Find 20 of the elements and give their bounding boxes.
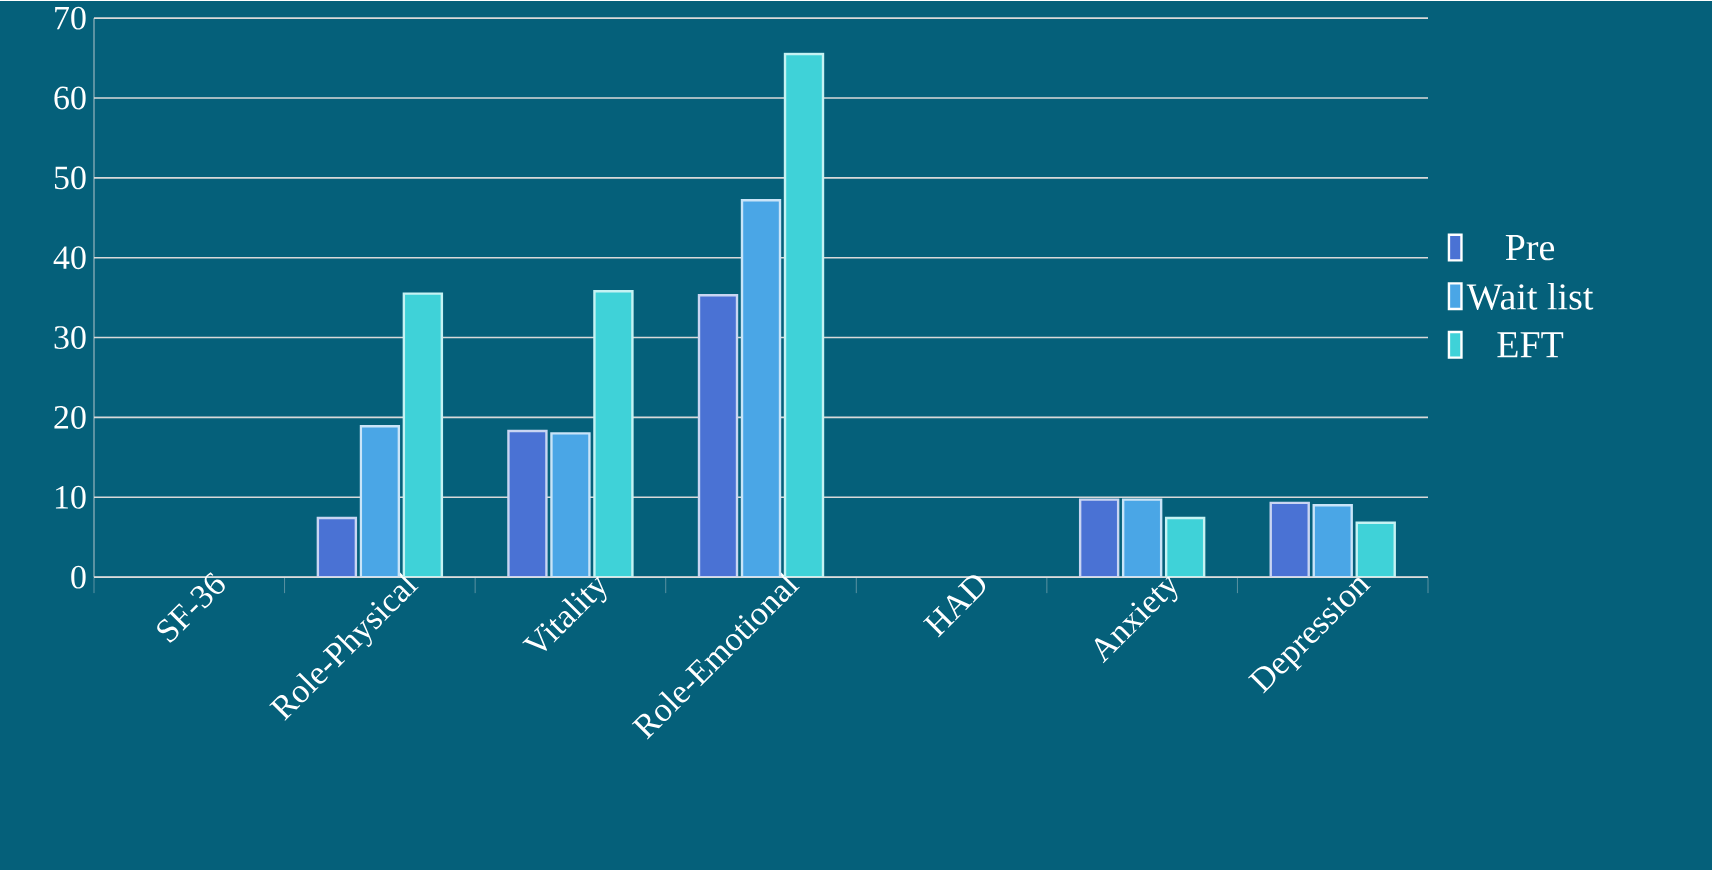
bar — [593, 289, 634, 578]
bar — [1164, 516, 1206, 578]
y-tick-label: 0 — [71, 565, 86, 589]
legend-label: Wait list — [1466, 282, 1594, 310]
y-tick-label: 40 — [53, 246, 86, 270]
y-tick-label: 30 — [54, 326, 86, 349]
y-tick-label: 20 — [54, 405, 86, 429]
y-tick-label: 70 — [55, 6, 86, 30]
y-tick-label: 50 — [54, 166, 86, 190]
bar — [1312, 503, 1353, 578]
bar — [1269, 501, 1310, 578]
bar — [1078, 498, 1120, 578]
bar — [507, 429, 548, 578]
legend-label: Pre — [1505, 235, 1555, 261]
bar — [550, 432, 591, 578]
bar — [1121, 498, 1163, 578]
bar — [1355, 521, 1396, 578]
y-tick-label: 10 — [55, 485, 86, 509]
legend-label: EFT — [1497, 332, 1564, 358]
y-tick-label: 60 — [54, 86, 86, 110]
